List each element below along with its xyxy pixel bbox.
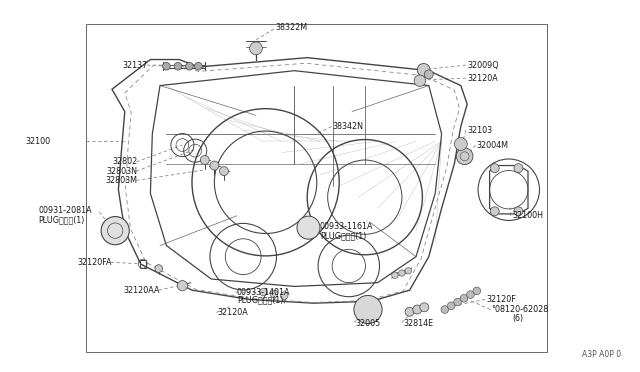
Circle shape: [195, 62, 202, 70]
Text: 32120A: 32120A: [218, 308, 248, 317]
Text: 00933-1161A: 00933-1161A: [320, 222, 374, 231]
Circle shape: [280, 292, 288, 299]
Text: 32004M: 32004M: [477, 141, 509, 150]
Circle shape: [514, 207, 523, 216]
Text: 32137: 32137: [122, 61, 147, 70]
Circle shape: [186, 62, 193, 70]
Circle shape: [405, 267, 412, 274]
Text: 32005: 32005: [355, 319, 380, 328]
Circle shape: [490, 164, 499, 173]
Circle shape: [413, 305, 422, 314]
Text: 32803M: 32803M: [106, 176, 138, 185]
Circle shape: [200, 155, 209, 164]
Text: (6): (6): [512, 314, 523, 323]
Text: 32103: 32103: [467, 126, 492, 135]
Circle shape: [174, 62, 182, 70]
Text: 32802: 32802: [113, 157, 138, 166]
Text: 32120AA: 32120AA: [124, 286, 160, 295]
Circle shape: [514, 164, 523, 173]
Circle shape: [220, 167, 228, 176]
Circle shape: [456, 148, 473, 164]
Circle shape: [155, 265, 163, 272]
Circle shape: [250, 42, 262, 55]
Text: 32120A: 32120A: [467, 74, 498, 83]
Text: 32100H: 32100H: [512, 211, 543, 220]
Circle shape: [392, 272, 398, 279]
Circle shape: [163, 62, 170, 70]
Circle shape: [467, 291, 474, 298]
Circle shape: [417, 64, 430, 76]
Circle shape: [454, 298, 461, 306]
Circle shape: [454, 138, 467, 150]
Circle shape: [424, 70, 433, 79]
Circle shape: [177, 280, 188, 291]
Text: 00933-1401A: 00933-1401A: [237, 288, 291, 296]
Text: 00931-2081A: 00931-2081A: [38, 206, 92, 215]
Text: 38322M: 38322M: [275, 23, 307, 32]
Circle shape: [447, 302, 455, 310]
Text: 32009Q: 32009Q: [467, 61, 499, 70]
Text: PLUGプラグ(1): PLUGプラグ(1): [237, 296, 283, 305]
Text: A3P A0P 0: A3P A0P 0: [582, 350, 621, 359]
Circle shape: [414, 75, 426, 86]
Circle shape: [210, 161, 219, 170]
Text: PLUGプラグ(1): PLUGプラグ(1): [38, 215, 84, 224]
Text: 32803N: 32803N: [107, 167, 138, 176]
Text: 38342N: 38342N: [333, 122, 364, 131]
Circle shape: [101, 217, 129, 245]
Text: 32814E: 32814E: [403, 319, 433, 328]
Bar: [86, 24, 547, 352]
Circle shape: [420, 303, 429, 312]
Circle shape: [399, 270, 405, 276]
Text: PLUGプラグ(1): PLUGプラグ(1): [320, 232, 366, 241]
Text: 32120FA: 32120FA: [77, 258, 112, 267]
Circle shape: [490, 207, 499, 216]
Circle shape: [260, 288, 268, 296]
Text: 32100: 32100: [26, 137, 51, 146]
Text: 32120F: 32120F: [486, 295, 516, 304]
Text: °08120-62028: °08120-62028: [492, 305, 548, 314]
Circle shape: [354, 295, 382, 324]
Circle shape: [441, 306, 449, 313]
Circle shape: [270, 290, 278, 298]
Circle shape: [405, 307, 414, 316]
Circle shape: [473, 287, 481, 295]
Circle shape: [460, 295, 468, 302]
Circle shape: [297, 216, 320, 239]
